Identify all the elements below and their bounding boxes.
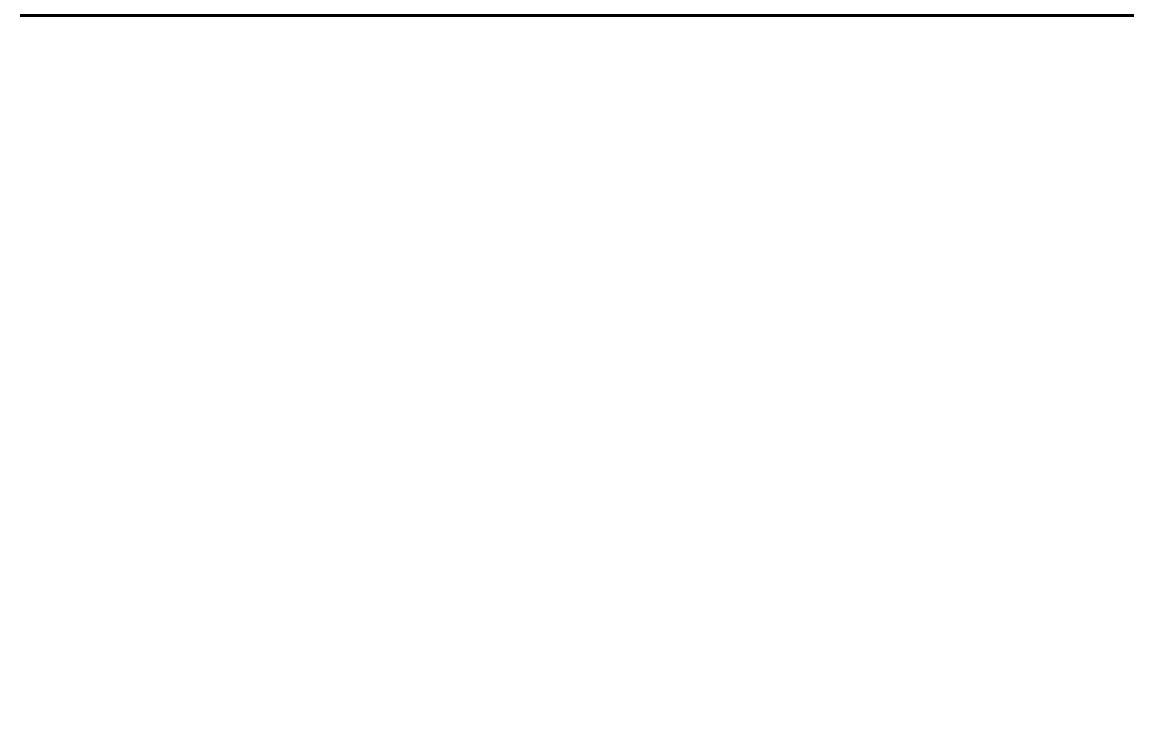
page-title <box>20 10 1134 17</box>
